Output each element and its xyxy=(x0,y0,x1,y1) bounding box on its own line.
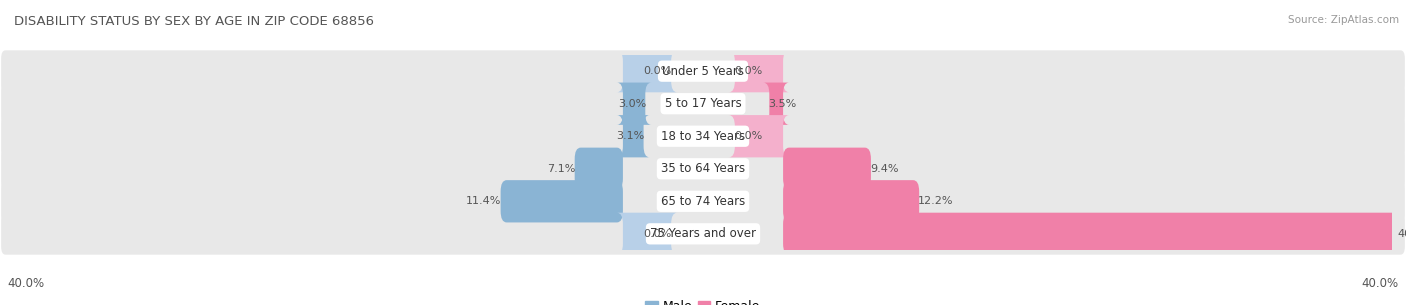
Text: 75 Years and over: 75 Years and over xyxy=(650,227,756,240)
Text: 35 to 64 Years: 35 to 64 Years xyxy=(661,162,745,175)
FancyBboxPatch shape xyxy=(783,213,1398,255)
FancyBboxPatch shape xyxy=(1,83,1405,124)
FancyBboxPatch shape xyxy=(1,181,1405,222)
Text: 3.0%: 3.0% xyxy=(617,99,647,109)
Text: 18 to 34 Years: 18 to 34 Years xyxy=(661,130,745,143)
FancyBboxPatch shape xyxy=(1,115,1405,157)
FancyBboxPatch shape xyxy=(1,148,1405,190)
Legend: Male, Female: Male, Female xyxy=(641,295,765,305)
FancyBboxPatch shape xyxy=(783,148,870,190)
Text: 0.0%: 0.0% xyxy=(644,229,672,239)
Text: Source: ZipAtlas.com: Source: ZipAtlas.com xyxy=(1288,15,1399,25)
Text: 7.1%: 7.1% xyxy=(547,164,575,174)
Text: 40.0%: 40.0% xyxy=(1362,277,1399,290)
FancyBboxPatch shape xyxy=(783,180,920,222)
Text: DISABILITY STATUS BY SEX BY AGE IN ZIP CODE 68856: DISABILITY STATUS BY SEX BY AGE IN ZIP C… xyxy=(14,15,374,28)
FancyBboxPatch shape xyxy=(575,148,623,190)
FancyBboxPatch shape xyxy=(1,213,1405,255)
Text: 5 to 17 Years: 5 to 17 Years xyxy=(665,97,741,110)
FancyBboxPatch shape xyxy=(617,50,678,92)
Text: 9.4%: 9.4% xyxy=(870,164,898,174)
Text: 40.0%: 40.0% xyxy=(1398,229,1406,239)
Text: 0.0%: 0.0% xyxy=(734,66,762,76)
FancyBboxPatch shape xyxy=(728,50,789,92)
Text: 65 to 74 Years: 65 to 74 Years xyxy=(661,195,745,208)
Text: 12.2%: 12.2% xyxy=(918,196,953,206)
FancyBboxPatch shape xyxy=(501,180,623,222)
FancyBboxPatch shape xyxy=(763,83,789,125)
Text: 11.4%: 11.4% xyxy=(467,196,502,206)
Text: 40.0%: 40.0% xyxy=(7,277,44,290)
Text: 3.5%: 3.5% xyxy=(769,99,797,109)
FancyBboxPatch shape xyxy=(617,83,651,125)
Text: 0.0%: 0.0% xyxy=(734,131,762,141)
FancyBboxPatch shape xyxy=(1,50,1405,92)
Text: Under 5 Years: Under 5 Years xyxy=(662,65,744,78)
Text: 3.1%: 3.1% xyxy=(616,131,644,141)
FancyBboxPatch shape xyxy=(617,213,678,255)
Text: 0.0%: 0.0% xyxy=(644,66,672,76)
FancyBboxPatch shape xyxy=(617,115,650,157)
FancyBboxPatch shape xyxy=(728,115,789,157)
